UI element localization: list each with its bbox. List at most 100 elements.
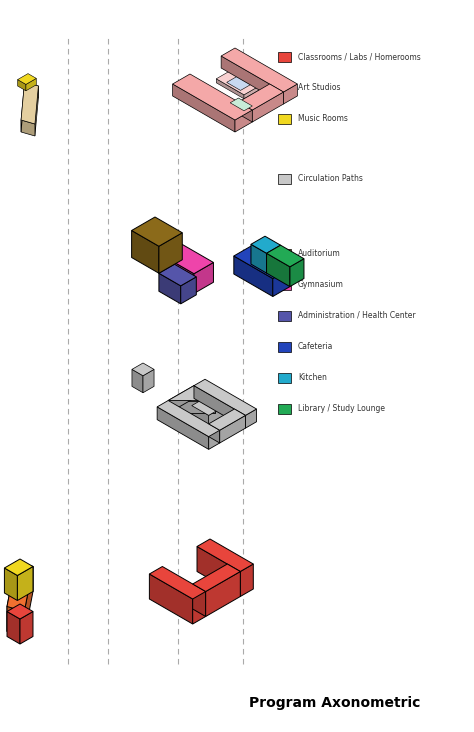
Polygon shape [24, 567, 33, 637]
Text: Gymnasium: Gymnasium [298, 280, 344, 289]
Polygon shape [216, 79, 244, 99]
Polygon shape [18, 80, 26, 91]
Polygon shape [216, 70, 259, 95]
Polygon shape [206, 572, 240, 616]
Bar [278, 373, 291, 383]
Polygon shape [221, 56, 283, 104]
Bar [278, 280, 291, 290]
Polygon shape [209, 394, 215, 414]
Polygon shape [132, 217, 182, 246]
Polygon shape [157, 407, 209, 449]
Bar [278, 249, 291, 259]
Polygon shape [273, 269, 290, 296]
Polygon shape [7, 611, 20, 644]
Polygon shape [25, 82, 38, 98]
Polygon shape [16, 561, 33, 591]
Polygon shape [159, 253, 194, 294]
Polygon shape [157, 400, 220, 436]
Bar [278, 52, 291, 62]
Polygon shape [18, 567, 33, 600]
Polygon shape [7, 561, 16, 632]
Polygon shape [266, 245, 304, 266]
Polygon shape [20, 611, 33, 644]
Polygon shape [7, 607, 24, 637]
Polygon shape [251, 236, 281, 253]
Text: Classrooms / Labs / Homerooms: Classrooms / Labs / Homerooms [298, 52, 421, 61]
Polygon shape [209, 430, 220, 449]
Bar [278, 174, 291, 184]
Polygon shape [192, 406, 209, 436]
Text: Circulation Paths: Circulation Paths [298, 174, 363, 183]
Polygon shape [252, 92, 283, 122]
Polygon shape [168, 386, 194, 414]
Bar [278, 83, 291, 93]
Polygon shape [209, 402, 232, 436]
Text: Administration / Health Center: Administration / Health Center [298, 311, 416, 320]
Polygon shape [197, 547, 240, 597]
Polygon shape [4, 568, 18, 600]
Polygon shape [132, 363, 154, 376]
Polygon shape [26, 78, 36, 91]
Polygon shape [159, 264, 196, 286]
Polygon shape [238, 84, 283, 110]
Polygon shape [192, 584, 206, 616]
Polygon shape [192, 591, 206, 624]
Polygon shape [234, 256, 273, 296]
Polygon shape [234, 246, 290, 278]
Polygon shape [266, 253, 290, 287]
Text: Music Rooms: Music Rooms [298, 114, 348, 123]
Polygon shape [132, 370, 143, 393]
Polygon shape [230, 102, 244, 115]
Polygon shape [251, 244, 266, 273]
Polygon shape [21, 82, 25, 132]
Polygon shape [132, 231, 159, 273]
Bar [278, 311, 291, 321]
Polygon shape [7, 604, 33, 619]
Polygon shape [192, 564, 240, 591]
Polygon shape [240, 84, 251, 93]
Polygon shape [221, 48, 297, 92]
Bar [278, 404, 291, 414]
Polygon shape [244, 106, 252, 115]
Polygon shape [168, 400, 215, 414]
Polygon shape [21, 82, 38, 124]
Polygon shape [4, 559, 33, 575]
Polygon shape [194, 379, 256, 415]
Polygon shape [168, 386, 215, 400]
Text: Art Studios: Art Studios [298, 83, 340, 92]
Polygon shape [266, 245, 281, 273]
Polygon shape [227, 83, 240, 93]
Polygon shape [246, 409, 256, 428]
Polygon shape [290, 258, 304, 287]
Polygon shape [194, 263, 213, 294]
Text: Cafeteria: Cafeteria [298, 342, 333, 351]
Polygon shape [209, 424, 220, 443]
Polygon shape [244, 86, 259, 99]
Polygon shape [238, 102, 252, 122]
Polygon shape [159, 233, 182, 273]
Polygon shape [143, 370, 154, 393]
Text: Auditorium: Auditorium [298, 249, 341, 258]
Polygon shape [227, 76, 251, 90]
Bar [278, 342, 291, 352]
Polygon shape [192, 392, 232, 415]
Polygon shape [173, 74, 252, 120]
Polygon shape [159, 242, 213, 274]
Polygon shape [209, 409, 246, 430]
Polygon shape [235, 110, 252, 132]
Polygon shape [159, 273, 181, 304]
Polygon shape [18, 74, 36, 84]
Polygon shape [230, 98, 252, 111]
Polygon shape [173, 84, 235, 132]
Text: Program Axonometric: Program Axonometric [249, 696, 420, 710]
Polygon shape [240, 564, 253, 597]
Polygon shape [194, 386, 246, 428]
Text: Kitchen: Kitchen [298, 373, 327, 382]
Bar [278, 114, 291, 124]
Polygon shape [194, 386, 209, 407]
Polygon shape [181, 277, 196, 304]
Polygon shape [21, 120, 35, 136]
Polygon shape [149, 567, 206, 599]
Text: Library / Study Lounge: Library / Study Lounge [298, 404, 385, 413]
Polygon shape [283, 84, 297, 104]
